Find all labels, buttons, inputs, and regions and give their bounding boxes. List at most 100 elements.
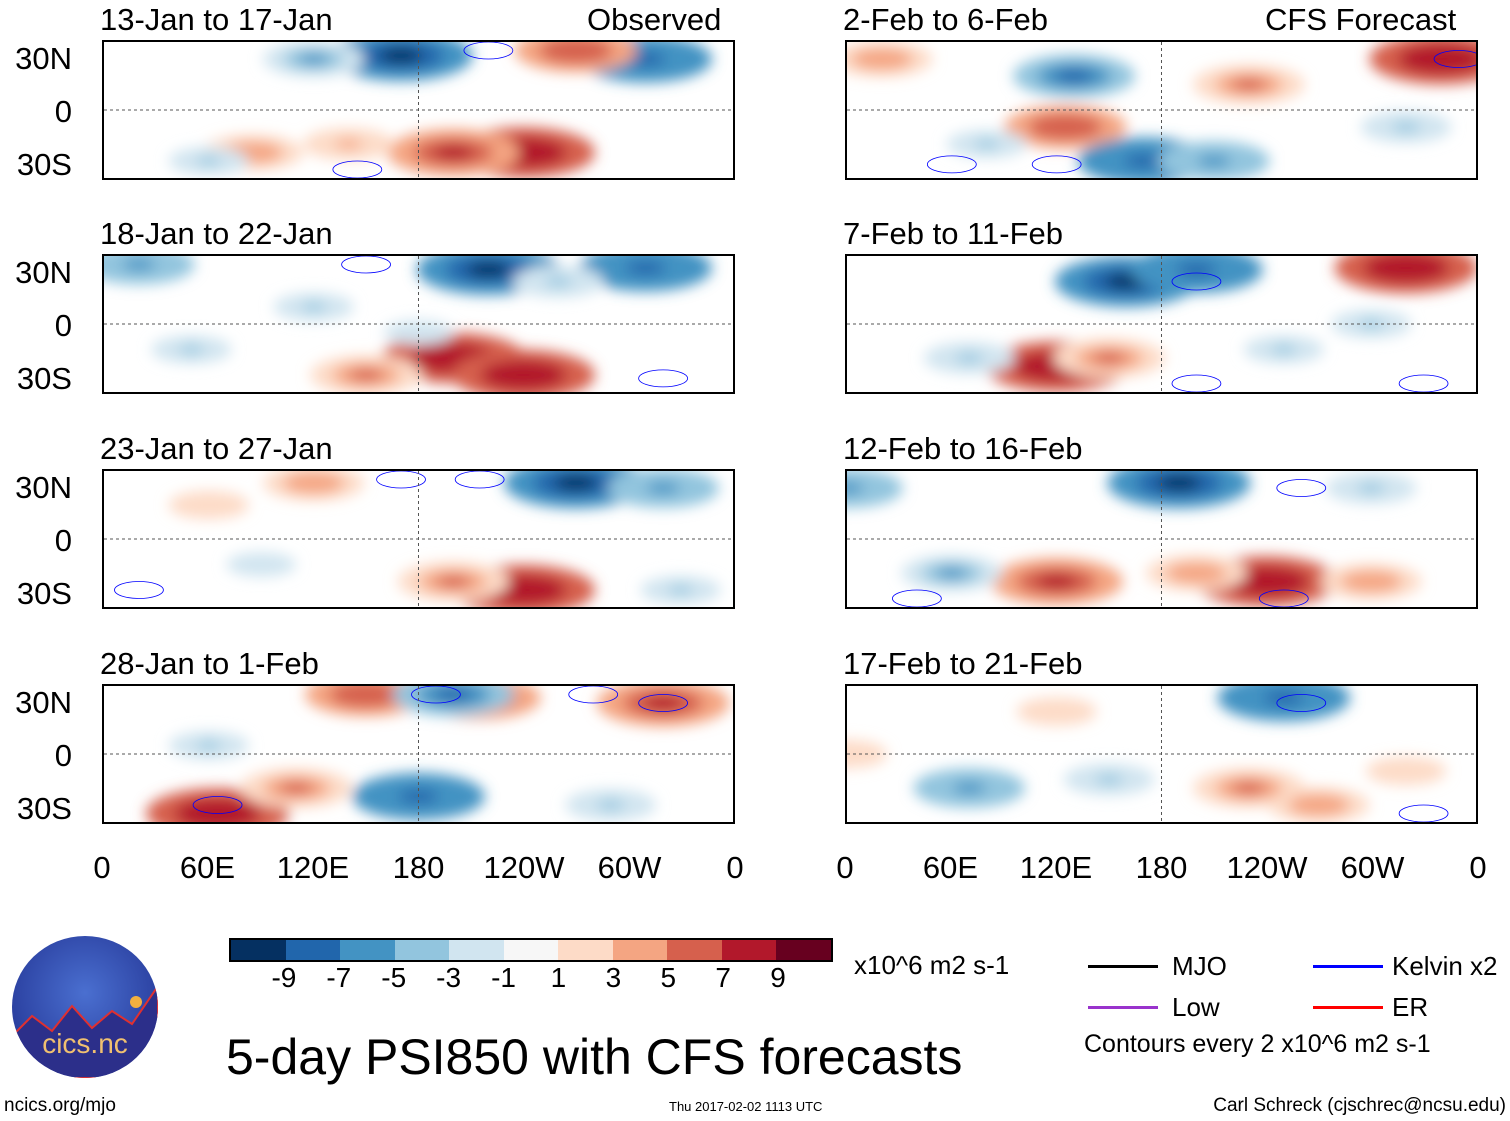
kelvin-contour	[1172, 375, 1221, 392]
lon-tick-label: 60E	[922, 850, 979, 885]
anomaly-mark	[625, 51, 666, 67]
anomaly-mark	[1384, 260, 1428, 276]
colorbar-label: 9	[770, 962, 786, 993]
anomaly-mark	[866, 53, 898, 65]
lat-tick-label: 0	[54, 738, 72, 773]
anomaly-mark	[1419, 51, 1463, 67]
colorbar-swatch	[558, 940, 613, 960]
lon-tick-label: 0	[1469, 850, 1487, 885]
anomaly-mark	[379, 48, 423, 64]
logo-text: cics.nc	[42, 1028, 128, 1059]
anomaly-mark	[279, 782, 313, 794]
forecast-label: CFS Forecast	[1265, 2, 1457, 37]
colorbar-swatch	[394, 940, 450, 960]
cics-logo: cics.nc	[12, 936, 158, 1078]
anomaly-mark	[196, 741, 221, 750]
timestamp: Thu 2017-02-02 1113 UTC	[669, 1099, 823, 1114]
anomaly-mark	[643, 695, 684, 711]
kelvin-contour	[639, 695, 688, 712]
anomaly-mark	[347, 688, 385, 701]
anomaly-mark	[1271, 345, 1296, 354]
anomaly-mark	[625, 260, 666, 275]
kelvin-contour	[1399, 805, 1448, 822]
kelvin-contour	[333, 161, 382, 178]
kelvin-contour	[464, 42, 513, 59]
anomaly-mark	[334, 139, 363, 149]
kelvin-contour	[1399, 375, 1448, 392]
legend-label-kelvin: Kelvin x2	[1392, 951, 1498, 981]
lon-tick-label: 120E	[1019, 850, 1093, 885]
anomaly-mark	[544, 276, 572, 287]
lat-tick-label: 30S	[16, 361, 72, 396]
lon-tick-label: 0	[726, 850, 744, 885]
lat-tick-label: 0	[54, 523, 72, 558]
lon-tick-label: 60W	[597, 850, 662, 885]
colorbar-label: 3	[605, 962, 622, 993]
panel-title: 23-Jan to 27-Jan	[100, 431, 333, 466]
legend-line-mjo	[1088, 965, 1158, 968]
kelvin-contour	[1032, 156, 1081, 173]
colorbar-swatch	[721, 940, 777, 960]
anomaly-mark	[349, 369, 383, 381]
colorbar-swatch	[776, 940, 832, 960]
anomaly-mark	[1263, 690, 1304, 705]
lat-tick-label: 0	[54, 308, 72, 343]
anomaly-mark	[466, 262, 510, 278]
legend-label-er: ER	[1392, 992, 1429, 1022]
anomaly-mark	[196, 500, 221, 510]
anomaly-mark	[646, 482, 680, 494]
kelvin-contour	[892, 590, 941, 607]
anomaly-mark	[301, 302, 326, 312]
anomaly-mark	[1392, 122, 1420, 132]
site-link[interactable]: ncics.org/mjo	[4, 1095, 116, 1116]
panel-title: 2-Feb to 6-Feb	[843, 2, 1049, 37]
anomaly-mark	[1092, 352, 1126, 364]
panel-title: 17-Feb to 21-Feb	[843, 646, 1083, 681]
kelvin-contour	[193, 797, 242, 814]
anomaly-mark	[597, 800, 625, 810]
anomaly-mark	[179, 345, 204, 354]
legend-line-kelvin	[1313, 965, 1383, 968]
anomaly-mark	[122, 258, 156, 271]
map-panel	[102, 469, 735, 609]
legend-label-low: Low	[1172, 992, 1220, 1022]
kelvin-contour	[1434, 51, 1476, 68]
anomaly-mark	[501, 367, 545, 383]
anomaly-mark	[1176, 262, 1217, 277]
anomaly-mark	[1036, 574, 1077, 589]
legend-line-low	[1088, 1006, 1158, 1009]
colorbar-swatch	[285, 940, 341, 960]
anomaly-mark	[1232, 78, 1266, 91]
map-panel	[845, 254, 1478, 394]
legend-line-er	[1313, 1006, 1383, 1009]
kelvin-contour	[114, 582, 163, 599]
anomaly-mark	[936, 567, 968, 579]
lat-tick-label: 30N	[15, 255, 72, 290]
lon-tick-label: 180	[392, 850, 445, 885]
kelvin-contour	[455, 471, 504, 488]
anomaly-mark	[433, 145, 474, 160]
anomaly-mark	[436, 575, 471, 588]
lat-tick-label: 30N	[15, 685, 72, 720]
colorbar	[229, 938, 833, 962]
lat-tick-label: 30S	[16, 576, 72, 611]
colorbar-swatch	[612, 940, 668, 960]
anomaly-mark	[1232, 782, 1266, 794]
anomaly-mark	[1197, 155, 1231, 167]
colorbar-label: -9	[271, 962, 297, 993]
colorbar-swatch	[449, 940, 504, 960]
observed-label: Observed	[587, 2, 722, 37]
kelvin-contour	[342, 256, 391, 273]
anomaly-mark	[668, 585, 693, 595]
anomaly-mark	[554, 475, 598, 491]
lat-tick-label: 30N	[15, 470, 72, 505]
kelvin-contour	[1277, 695, 1326, 712]
kelvin-contour	[412, 686, 461, 703]
anomaly-mark	[1181, 567, 1212, 579]
lon-tick-label: 120E	[276, 850, 350, 885]
kelvin-contour	[639, 370, 688, 387]
colorbar-swatch	[340, 940, 395, 960]
kelvin-contour	[1277, 480, 1326, 497]
kelvin-contour	[927, 156, 976, 173]
